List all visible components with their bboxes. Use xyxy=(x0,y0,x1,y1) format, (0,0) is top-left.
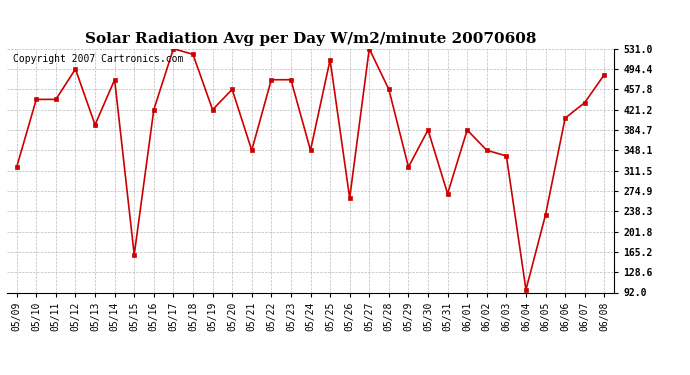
Title: Solar Radiation Avg per Day W/m2/minute 20070608: Solar Radiation Avg per Day W/m2/minute … xyxy=(85,32,536,46)
Text: Copyright 2007 Cartronics.com: Copyright 2007 Cartronics.com xyxy=(13,54,184,64)
